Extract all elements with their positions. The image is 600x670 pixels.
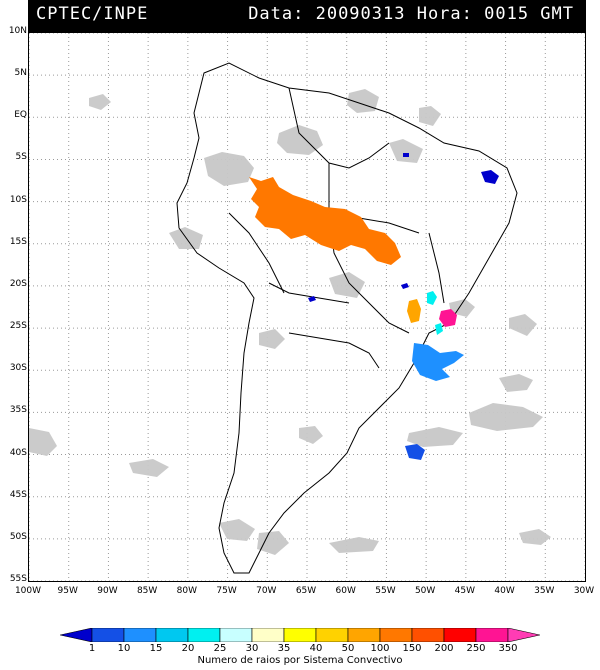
colorbar-tick-label: 25 — [213, 643, 227, 654]
convective-system — [407, 299, 421, 323]
lat-label: 45S — [9, 489, 27, 500]
lon-label: 75W — [216, 586, 237, 596]
map-canvas — [29, 33, 585, 581]
lat-label: 10S — [9, 194, 27, 205]
lat-label: EQ — [14, 110, 27, 121]
lon-label: 45W — [454, 586, 476, 596]
lon-label: 85W — [136, 586, 158, 596]
lat-label: 40S — [9, 447, 27, 458]
lat-label: 35S — [9, 405, 27, 416]
colorbar-segment — [187, 628, 221, 642]
colorbar-segment — [219, 628, 253, 642]
lon-label: 60W — [335, 586, 356, 596]
colorbar-segment — [283, 628, 317, 642]
colorbar-tick-label: 350 — [498, 643, 518, 654]
map-frame — [28, 32, 586, 582]
colorbar-tick-label: 150 — [402, 643, 422, 654]
colorbar-segment — [60, 628, 93, 642]
lat-label: 50S — [9, 531, 27, 542]
lat-label: 55S — [9, 574, 27, 584]
colorbar-segment — [123, 628, 157, 642]
lon-label: 100W — [14, 586, 42, 596]
colorbar-tick-label: 40 — [309, 643, 323, 654]
lon-label: 30W — [573, 586, 595, 596]
lon-label: 50W — [414, 586, 436, 596]
lat-label: 25S — [9, 321, 27, 332]
lon-label: 90W — [97, 586, 118, 596]
colorbar — [60, 628, 540, 642]
lat-label: 5S — [15, 152, 27, 163]
lon-label: 40W — [494, 586, 515, 596]
convective-system — [405, 444, 425, 460]
colorbar-segment — [315, 628, 349, 642]
colorbar-tick-label: 35 — [277, 643, 291, 654]
lon-label: 95W — [57, 586, 78, 596]
colorbar-tick-label: 10 — [117, 643, 131, 654]
colorbar-segment — [443, 628, 477, 642]
coastline-and-borders — [176, 62, 518, 574]
colorbar-segment — [155, 628, 189, 642]
lon-label: 65W — [295, 586, 317, 596]
lat-label: 20S — [9, 278, 27, 289]
cloud-field — [29, 89, 551, 555]
lat-label: 10N — [8, 26, 27, 36]
colorbar-segment — [411, 628, 445, 642]
lat-label: 15S — [9, 236, 27, 247]
lon-label: 35W — [534, 586, 555, 596]
colorbar-tick-label: 1 — [88, 643, 96, 654]
colorbar-title: Numero de raios por Sistema Convectivo — [197, 655, 403, 666]
lon-label: 70W — [256, 586, 277, 596]
convective-system — [439, 309, 457, 327]
convective-system — [249, 177, 401, 265]
colorbar-segment — [251, 628, 285, 642]
colorbar-tick-label: 50 — [341, 643, 355, 654]
lat-label: 30S — [9, 363, 27, 374]
convective-system — [412, 343, 464, 381]
title-bar: CPTEC/INPE Data: 20090313 Hora: 0015 GMT — [28, 0, 586, 32]
colorbar-tick-label: 15 — [149, 643, 163, 654]
map-grid — [29, 33, 585, 581]
colorbar-segment — [475, 628, 509, 642]
colorbar-tick-label: 250 — [466, 643, 486, 654]
source-title: CPTEC/INPE — [36, 4, 149, 24]
lat-label: 5N — [14, 68, 27, 79]
colorbar-segment — [347, 628, 381, 642]
colorbar-tick-label: 100 — [370, 643, 390, 654]
lon-label: 55W — [375, 586, 396, 596]
colorbar-segment — [91, 628, 125, 642]
colorbar-tick-label: 30 — [245, 643, 259, 654]
date-time-title: Data: 20090313 Hora: 0015 GMT — [248, 4, 574, 24]
colorbar-tick-label: 20 — [181, 643, 195, 654]
convective-system — [427, 291, 443, 335]
colorbar-segment — [379, 628, 413, 642]
colorbar-tick-label: 200 — [434, 643, 454, 654]
colorbar-segment — [507, 628, 540, 642]
lon-label: 80W — [176, 586, 198, 596]
convective-systems — [249, 153, 499, 460]
